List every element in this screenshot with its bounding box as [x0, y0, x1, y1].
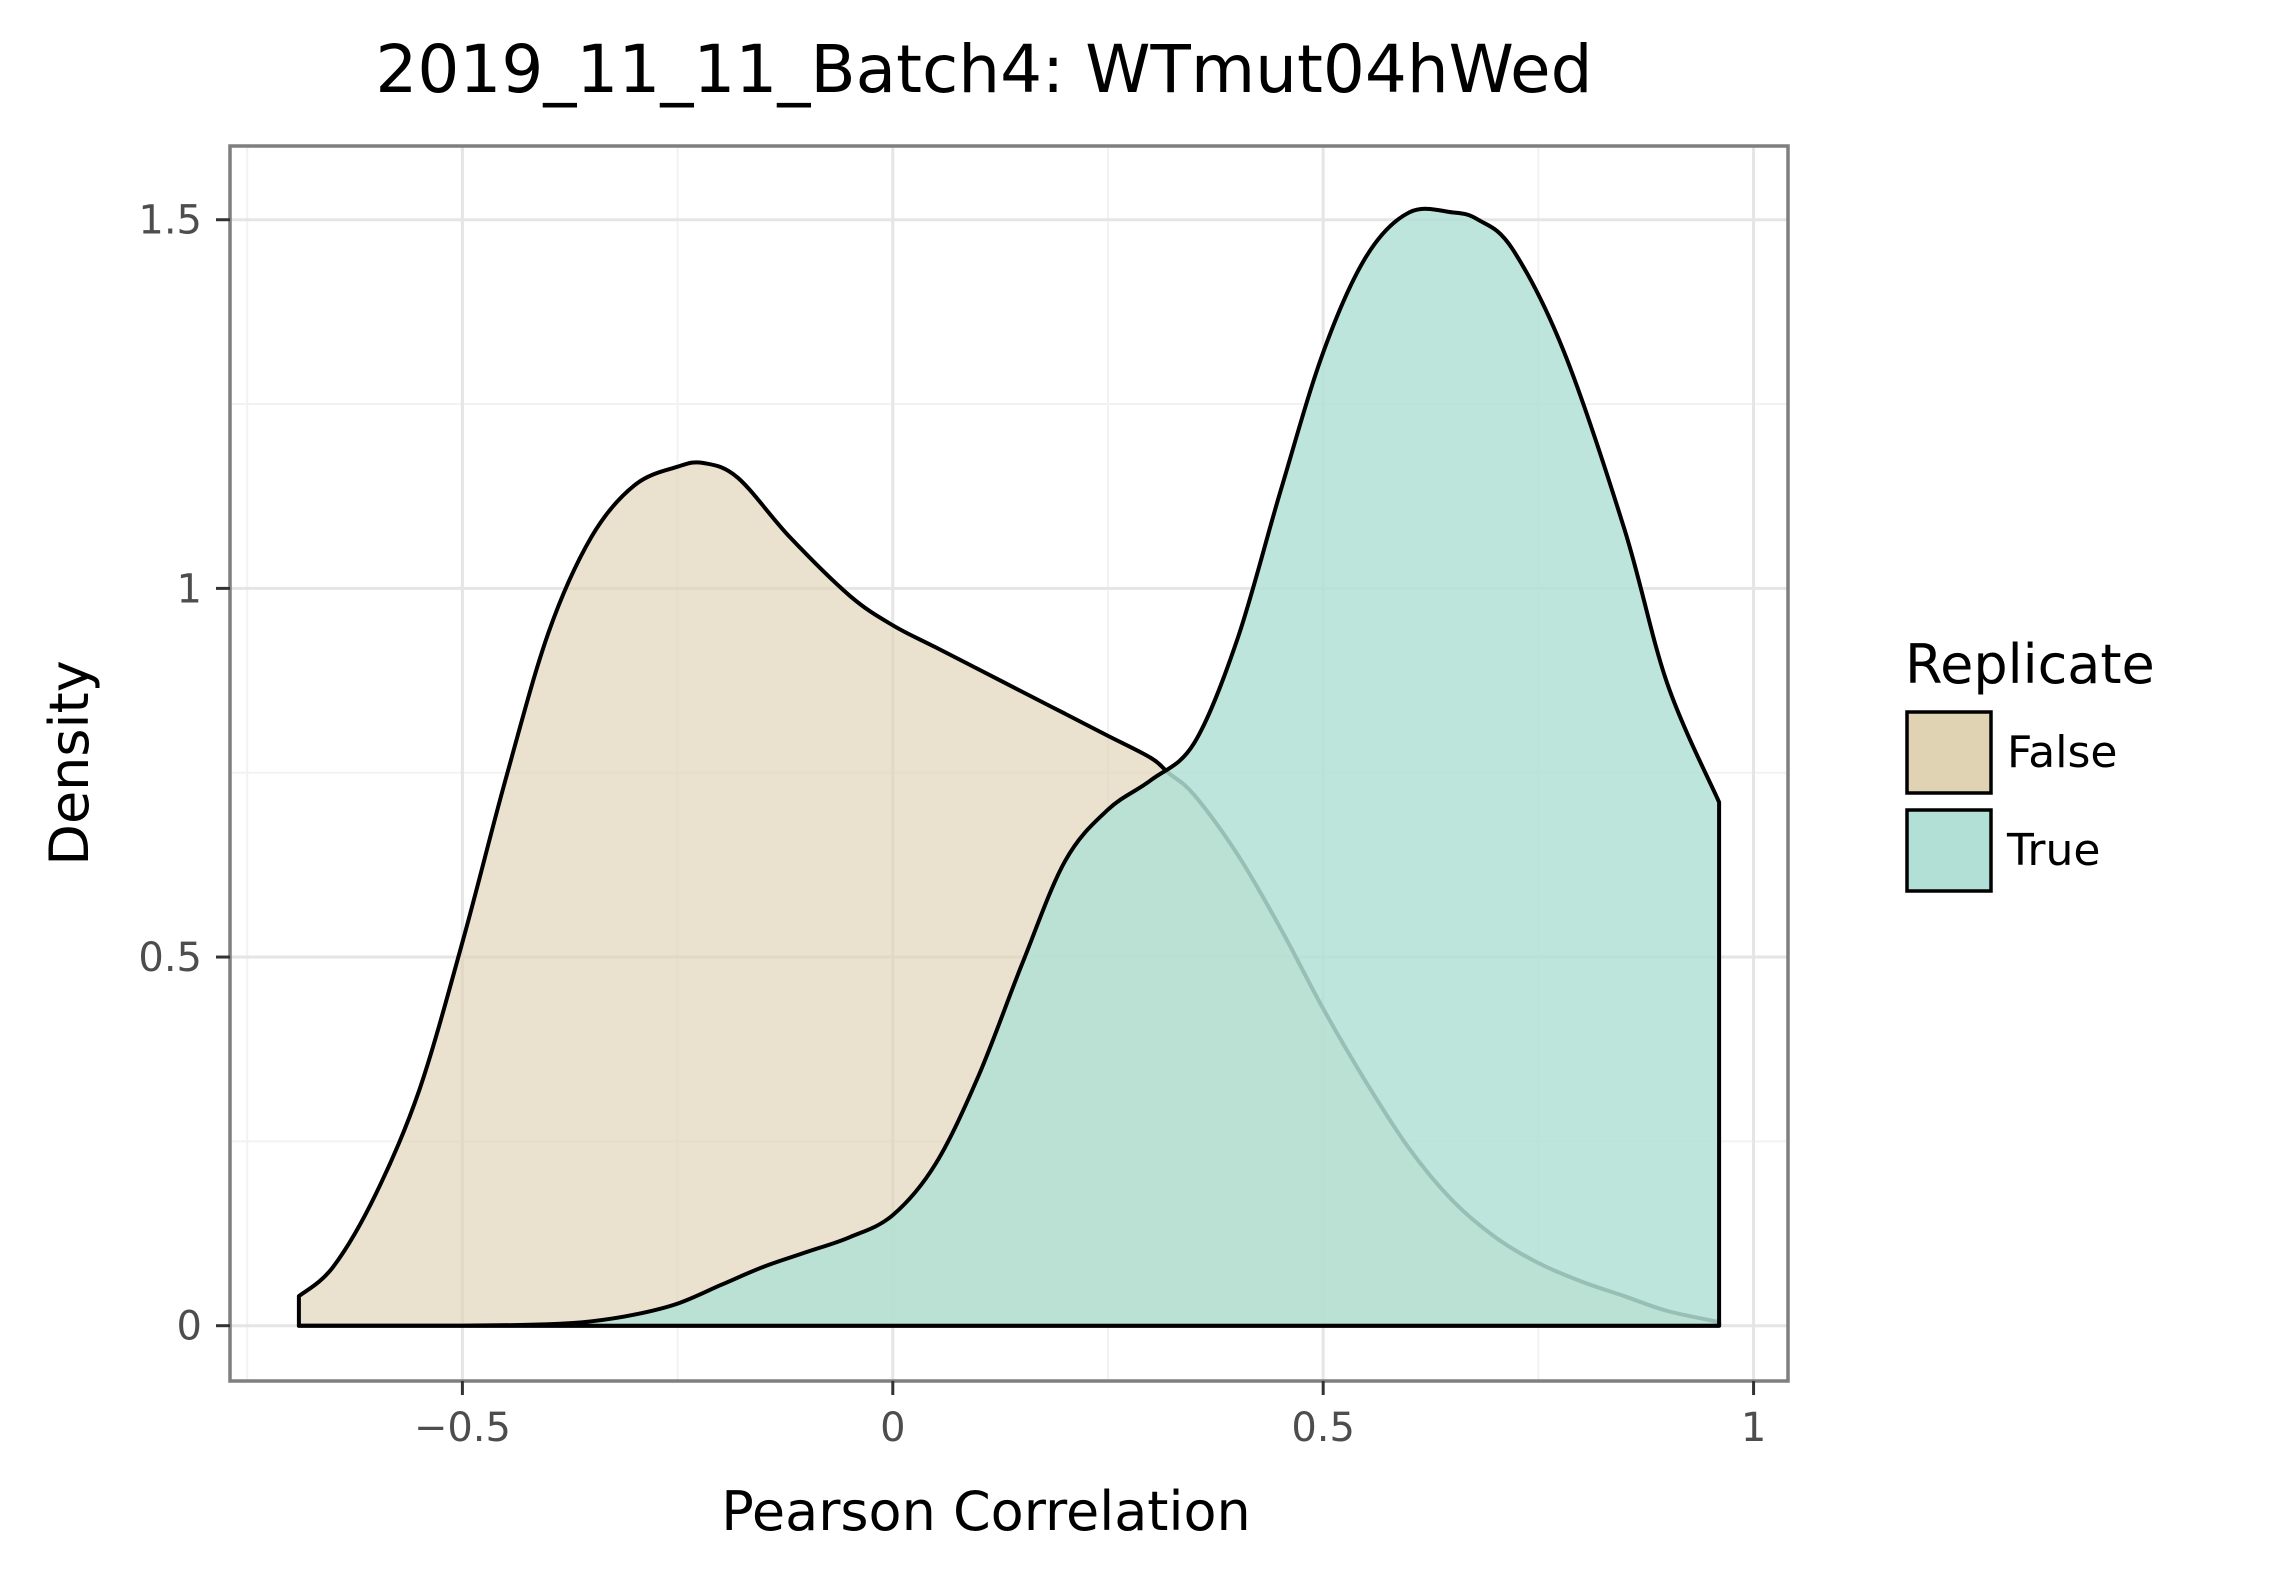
- x-tick-label: 0.5: [1291, 1405, 1355, 1451]
- y-tick-label: 0: [177, 1304, 202, 1350]
- legend-label-true: True: [2006, 825, 2100, 876]
- legend-title: Replicate: [1905, 633, 2155, 696]
- x-tick-label: 0: [880, 1405, 905, 1451]
- x-tick-label: 1: [1741, 1405, 1766, 1451]
- x-axis: −0.5 0 0.5 1: [414, 1381, 1766, 1451]
- y-axis: 0 0.5 1 1.5: [138, 198, 230, 1350]
- density-area-true: [296, 206, 1722, 1328]
- legend-label-false: False: [2007, 727, 2117, 778]
- chart-title: 2019_11_11_Batch4: WTmut04hWed: [375, 31, 1592, 108]
- y-axis-title: Density: [38, 660, 101, 865]
- x-axis-title: Pearson Correlation: [721, 1480, 1250, 1543]
- x-tick-label: −0.5: [414, 1405, 511, 1451]
- plot-border: [228, 144, 1790, 1383]
- legend: Replicate False True: [1905, 633, 2155, 893]
- y-tick-label: 1.5: [138, 198, 202, 244]
- y-tick-label: 1: [177, 566, 202, 612]
- legend-swatch-false: [1905, 710, 1993, 795]
- y-tick-label: 0.5: [138, 935, 202, 981]
- density-areas: [296, 206, 1722, 1328]
- legend-swatch-true: [1905, 808, 1993, 893]
